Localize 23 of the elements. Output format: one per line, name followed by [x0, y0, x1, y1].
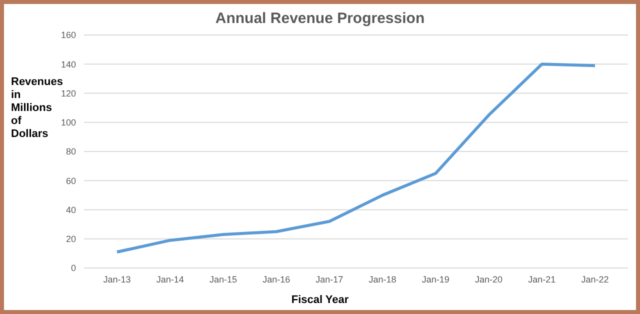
chart-title: Annual Revenue Progression [214, 10, 426, 27]
y-axis-title: Revenues in Millions of Dollars [11, 76, 63, 141]
y-tick-label: 160 [60, 30, 76, 40]
y-tick-label: 120 [60, 88, 76, 98]
y-tick-label: 140 [60, 59, 76, 70]
x-tick-label: Jan-13 [103, 274, 131, 284]
line-series [116, 62, 596, 254]
x-tick-label: Jan-21 [528, 274, 556, 284]
y-tick-label: 20 [66, 234, 76, 244]
x-axis-title: Fiscal Year [290, 294, 350, 306]
x-tick-label: Jan-19 [422, 274, 450, 284]
y-tick-label: 0 [70, 263, 76, 274]
x-tick-label: Jan-22 [581, 274, 609, 284]
x-tick-label: Jan-17 [316, 274, 344, 284]
y-tick-label: 60 [66, 176, 76, 186]
x-tick-label: Jan-20 [475, 274, 503, 284]
y-tick-label: 40 [66, 204, 76, 215]
x-tick-label: Jan-15 [209, 274, 237, 284]
x-tick-label: Jan-16 [262, 274, 290, 284]
x-tick-label: Jan-14 [156, 274, 184, 284]
y-tick-label: 100 [60, 118, 76, 128]
x-tick-label: Jan-18 [368, 274, 396, 284]
y-tick-label: 80 [66, 146, 76, 157]
